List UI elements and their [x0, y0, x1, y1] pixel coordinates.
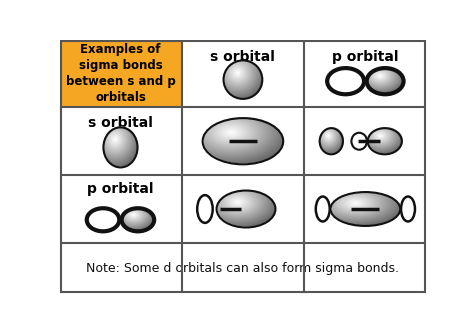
- Text: Examples of
sigma bonds
between s and p
orbitals: Examples of sigma bonds between s and p …: [65, 43, 175, 104]
- Bar: [61, 41, 182, 107]
- Text: Note: Some d orbitals can also form sigma bonds.: Note: Some d orbitals can also form sigm…: [86, 262, 400, 275]
- Text: s orbital: s orbital: [210, 50, 275, 64]
- Text: s orbital: s orbital: [88, 116, 153, 130]
- Ellipse shape: [401, 197, 415, 221]
- Text: p orbital: p orbital: [332, 50, 399, 64]
- Ellipse shape: [316, 197, 330, 221]
- Text: p orbital: p orbital: [87, 182, 154, 196]
- Ellipse shape: [327, 68, 364, 94]
- FancyBboxPatch shape: [59, 40, 427, 294]
- Ellipse shape: [351, 133, 367, 150]
- Ellipse shape: [197, 195, 213, 223]
- Ellipse shape: [87, 208, 119, 231]
